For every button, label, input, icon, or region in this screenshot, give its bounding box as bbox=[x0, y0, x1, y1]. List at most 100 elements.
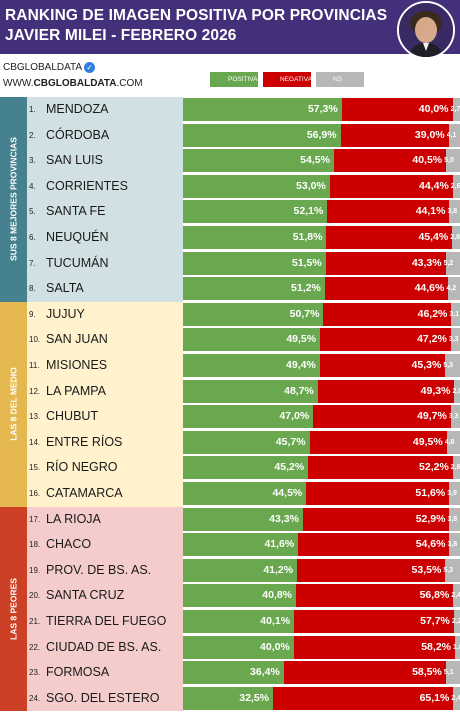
bar-nsnc-value: 5,2 bbox=[443, 259, 454, 267]
province-label: CHUBUT bbox=[46, 409, 99, 424]
bar-negativa bbox=[273, 686, 454, 710]
bar-nsnc-value: 5,1 bbox=[443, 669, 454, 677]
row-divider bbox=[183, 403, 460, 405]
chart-row: 3. SAN LUIS 54,5% 40,5% 5,0 bbox=[0, 148, 460, 173]
row-divider bbox=[183, 326, 460, 328]
province-label: CORRIENTES bbox=[46, 178, 128, 193]
rank-label: 17. bbox=[29, 514, 41, 524]
bar-nsnc bbox=[450, 328, 460, 352]
row-divider bbox=[183, 173, 460, 175]
bar-nsnc-value: 3,3 bbox=[448, 336, 459, 344]
row-divider bbox=[183, 659, 460, 661]
bar-negativa-value: 49,5% bbox=[412, 435, 443, 448]
bar-negativa-value: 51,6% bbox=[415, 487, 446, 499]
bar-nsnc-value: 2,4 bbox=[451, 592, 460, 600]
group-top-strip bbox=[0, 97, 27, 302]
chart-title: RANKING DE IMAGEN POSITIVA POR PROVINCIA… bbox=[5, 7, 388, 24]
province-label: LA PAMPA bbox=[46, 383, 106, 398]
bar-negativa-value: 40,0% bbox=[418, 103, 449, 115]
bar-negativa-value: 47,2% bbox=[417, 333, 447, 346]
row-divider bbox=[183, 480, 460, 482]
bar-positiva bbox=[183, 686, 274, 710]
chart-row: 19. PROV. DE BS. AS. 41,2% 53,5% 5,3 bbox=[0, 558, 460, 583]
bar-negativa-value: 44,1% bbox=[415, 205, 446, 218]
province-label: SANTA CRUZ bbox=[46, 588, 125, 603]
bar-positiva-value: 51,5% bbox=[291, 256, 322, 269]
rank-label: 24. bbox=[29, 693, 41, 703]
bar-positiva-value: 48,7% bbox=[284, 384, 314, 397]
bar-positiva-value: 40,1% bbox=[260, 615, 291, 627]
legend-swatch-nsnc bbox=[316, 72, 364, 87]
bar-nsnc bbox=[445, 661, 460, 685]
brand-name-text: CBGLOBALDATA bbox=[3, 62, 83, 74]
bar-negativa bbox=[298, 533, 450, 557]
province-label: SANTA FE bbox=[46, 204, 106, 219]
bar-negativa-value: 54,6% bbox=[415, 538, 446, 551]
bar-negativa bbox=[340, 123, 449, 147]
rank-label: 2. bbox=[29, 130, 36, 140]
chart-row: 6. NEUQUÉN 51,8% 45,4% 2,8 bbox=[0, 225, 460, 250]
bar-positiva bbox=[183, 251, 326, 275]
group-top-bg bbox=[0, 97, 183, 302]
group-middle-bg bbox=[0, 301, 183, 507]
rank-label: 16. bbox=[29, 489, 41, 498]
brand-url-bold: CBGLOBALDATA bbox=[33, 78, 117, 89]
bar-negativa-value: 49,7% bbox=[417, 410, 447, 423]
bar-negativa-value: 57,7% bbox=[420, 615, 450, 627]
legend-label-nsnc: NS / NC bbox=[333, 76, 343, 113]
bar-nsnc-value: 2,2 bbox=[451, 618, 460, 625]
bar-nsnc bbox=[448, 123, 460, 147]
bar-positiva bbox=[183, 584, 297, 608]
bar-positiva-value: 45,2% bbox=[274, 461, 305, 474]
bar-negativa-value: 45,4% bbox=[418, 231, 449, 243]
province-label: LA RIOJA bbox=[46, 511, 101, 526]
row-divider bbox=[183, 608, 460, 610]
rank-label: 15. bbox=[29, 463, 41, 473]
portrait-image bbox=[399, 3, 453, 57]
row-divider bbox=[183, 378, 460, 380]
bar-negativa bbox=[297, 558, 446, 582]
chart-row: 21. TIERRA DEL FUEGO 40,1% 57,7% 2,2 bbox=[0, 609, 460, 634]
chart-row: 15. RÍO NEGRO 45,2% 52,2% 2,6 bbox=[0, 455, 460, 480]
chart-row: 16. CATAMARCA 44,5% 51,6% 3,9 bbox=[0, 481, 460, 506]
bar-nsnc-value: 2,6 bbox=[450, 182, 460, 190]
bar-positiva-value: 56,9% bbox=[306, 128, 337, 141]
bar-nsnc bbox=[450, 405, 460, 429]
bar-nsnc-value: 3,8 bbox=[447, 208, 458, 216]
bar-nsnc-value: 2,7 bbox=[450, 106, 460, 113]
bar-positiva bbox=[183, 302, 324, 326]
province-label: SAN JUAN bbox=[46, 332, 108, 347]
chart-row: 24. SGO. DEL ESTERO 32,5% 65,1% 2,4 bbox=[0, 686, 460, 711]
province-label: CHACO bbox=[46, 537, 92, 552]
province-label: CATAMARCA bbox=[46, 486, 123, 500]
province-label: SAN LUIS bbox=[46, 153, 103, 168]
bar-nsnc bbox=[454, 379, 460, 403]
bar-nsnc bbox=[452, 456, 460, 480]
bar-nsnc-value: 3,8 bbox=[447, 541, 458, 549]
bar-nsnc bbox=[448, 277, 460, 301]
bar-positiva-value: 51,2% bbox=[291, 282, 321, 295]
bar-negativa bbox=[306, 482, 450, 505]
bar-negativa bbox=[283, 661, 446, 685]
bar-negativa bbox=[341, 98, 453, 121]
province-label: PROV. DE BS. AS. bbox=[46, 562, 152, 577]
rank-label: 14. bbox=[29, 437, 41, 447]
brand-url-suffix: .COM bbox=[116, 78, 143, 89]
bar-positiva-value: 40,0% bbox=[260, 640, 290, 653]
bar-negativa-value: 52,2% bbox=[419, 461, 449, 474]
rank-label: 8. bbox=[29, 284, 36, 294]
rank-label: 21. bbox=[29, 617, 41, 626]
rank-label: 12. bbox=[29, 386, 41, 396]
bar-positiva-value: 41,6% bbox=[264, 538, 295, 551]
bar-nsnc bbox=[445, 354, 460, 377]
bar-negativa-value: 49,3% bbox=[420, 384, 451, 397]
chart-row: 17. LA RIOJA 43,3% 52,9% 3,8 bbox=[0, 507, 460, 532]
bar-positiva-value: 50,7% bbox=[289, 307, 320, 320]
row-divider bbox=[183, 352, 460, 354]
bar-negativa bbox=[309, 430, 447, 454]
bar-positiva bbox=[183, 430, 310, 454]
chart-subtitle: JAVIER MILEI - FEBRERO 2026 bbox=[5, 27, 237, 44]
brand-url[interactable]: WWW.CBGLOBALDATA.COM bbox=[3, 78, 143, 89]
rank-label: 22. bbox=[29, 642, 41, 652]
bar-negativa-value: 40,5% bbox=[412, 154, 443, 167]
